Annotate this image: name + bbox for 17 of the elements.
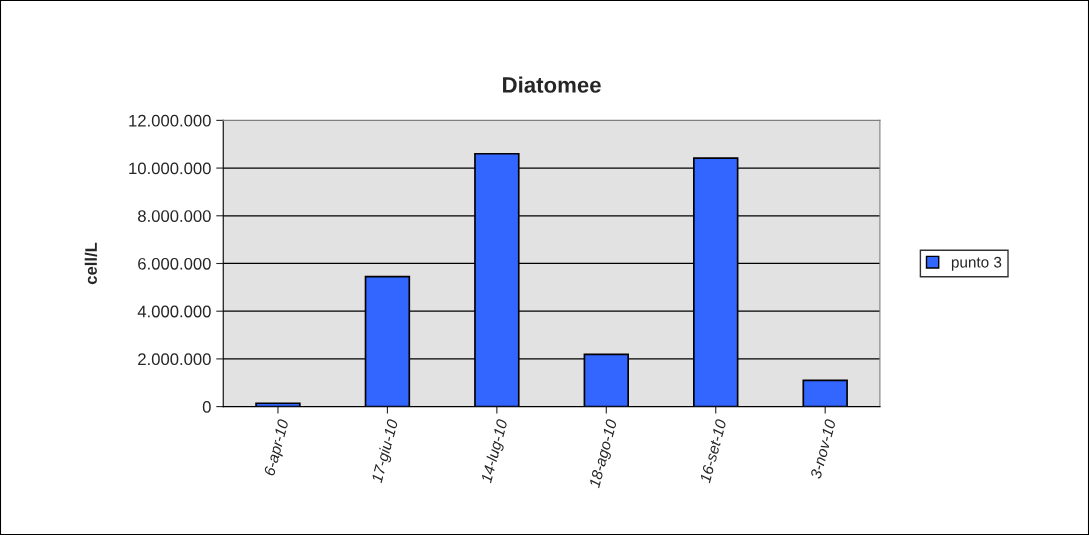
x-tick-label: 3-nov-10 [810, 418, 836, 480]
x-tick-label: 17-giu-10 [370, 418, 402, 485]
legend-label: punto 3 [951, 256, 1002, 271]
y-tick-label: 0 [202, 401, 211, 413]
x-tick-label: 14-lug-10 [480, 418, 511, 485]
y-tick-label: 2.000.000 [138, 353, 211, 366]
y-tick-label: 6.000.000 [138, 257, 211, 270]
x-tick-label: 6-apr-10 [263, 418, 292, 477]
bar [802, 379, 848, 407]
x-tick-label: 16-set-10 [699, 418, 727, 484]
chart-title: Diatomee [503, 76, 601, 93]
bar [255, 402, 301, 407]
y-axis-title: cell/L [84, 242, 98, 285]
y-tick-label: 8.000.000 [138, 210, 211, 222]
y-tick-label: 12.000.000 [129, 114, 211, 127]
y-tick-label: 4.000.000 [137, 305, 211, 318]
y-tick-label: 10.000.000 [129, 162, 211, 175]
